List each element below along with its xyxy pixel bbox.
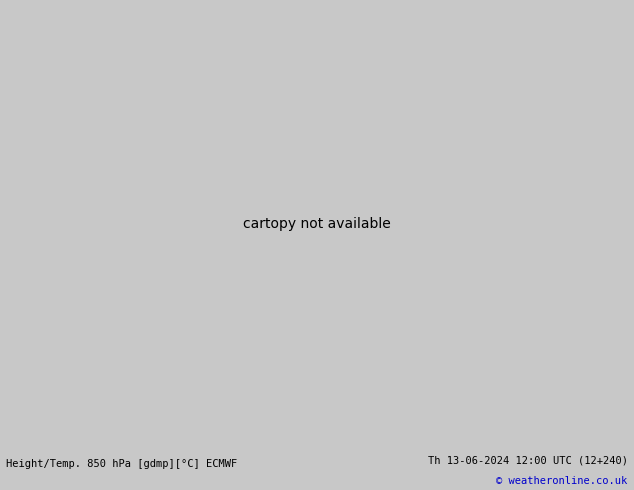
- Text: © weatheronline.co.uk: © weatheronline.co.uk: [496, 476, 628, 486]
- Text: Th 13-06-2024 12:00 UTC (12+240): Th 13-06-2024 12:00 UTC (12+240): [428, 455, 628, 465]
- Text: Height/Temp. 850 hPa [gdmp][°C] ECMWF: Height/Temp. 850 hPa [gdmp][°C] ECMWF: [6, 459, 238, 469]
- Text: cartopy not available: cartopy not available: [243, 217, 391, 231]
